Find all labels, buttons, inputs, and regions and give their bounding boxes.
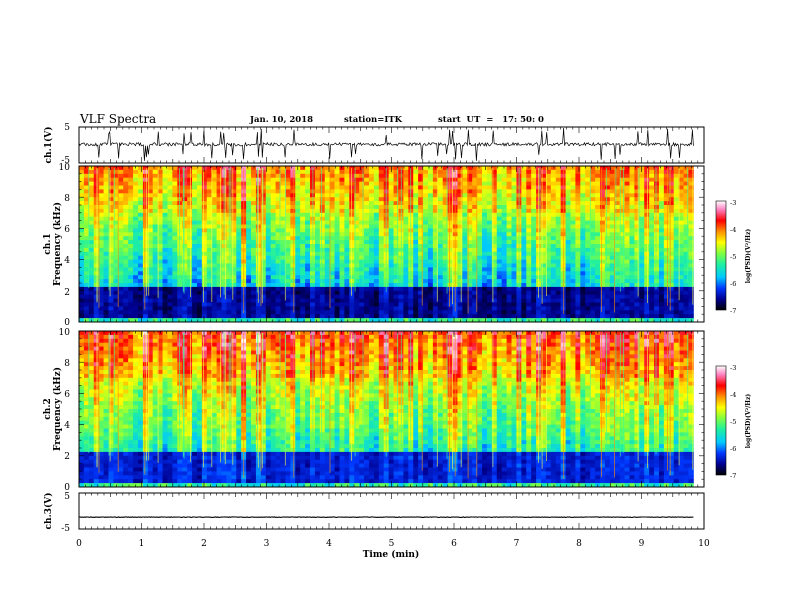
ch1-colorbar-label: log(PSD)(V²/Hz) bbox=[745, 229, 752, 284]
time-tick-10: 10 bbox=[698, 539, 710, 549]
ch2-ytick-2: 2 bbox=[64, 452, 70, 462]
ch3-waveform-ylabel: ch.3(V) bbox=[43, 493, 54, 530]
ch1-colorbar-tick-m5: -5 bbox=[730, 253, 736, 261]
ch2-ytick-6: 6 bbox=[64, 390, 70, 400]
ch2-spectrogram-ticks bbox=[78, 330, 705, 488]
ch1-waveform-ylabel: ch.1(V) bbox=[43, 127, 54, 164]
ch2-spectrogram-channel-label: ch.2 bbox=[43, 398, 53, 419]
ch1-waveform-trace bbox=[78, 127, 694, 161]
ch1-ytick-0: 0 bbox=[64, 318, 70, 328]
ch3-ytick-top: 5 bbox=[64, 492, 70, 502]
time-tick-5: 5 bbox=[389, 539, 395, 549]
ch2-colorbar-tick-m4: -4 bbox=[730, 391, 736, 399]
time-tick-2: 2 bbox=[201, 539, 207, 549]
ch2-colorbar-tick-m6: -6 bbox=[730, 445, 736, 453]
ch1-colorbar: -3 -4 -5 -6 -7 log(PSD)(V²/Hz) bbox=[715, 199, 752, 315]
ch2-colorbar-tick-m3: -3 bbox=[730, 364, 736, 372]
ch1-spectrogram-channel-label: ch.1 bbox=[43, 233, 53, 254]
ch1-colorbar-tick-m3: -3 bbox=[730, 199, 736, 207]
ch1-ytick-2: 2 bbox=[64, 288, 70, 298]
time-tick-7: 7 bbox=[514, 539, 520, 549]
header-start-time: start UT = 17: 50: 0 bbox=[438, 115, 544, 125]
ch1-ytick-10: 10 bbox=[59, 163, 71, 173]
ch2-spectrogram-panel: 10 8 6 4 2 0 ch.2 Frequency (kHz) bbox=[43, 328, 705, 493]
time-tick-9: 9 bbox=[639, 539, 645, 549]
ch1-colorbar-tick-m7: -7 bbox=[730, 307, 736, 315]
header-station: station=ITK bbox=[344, 115, 403, 125]
ch1-spectrogram-panel: 10 8 6 4 2 0 ch.1 Frequency (kHz) bbox=[43, 163, 705, 328]
ch1-spectrogram-ylabel: Frequency (kHz) bbox=[52, 202, 63, 286]
ch2-colorbar-tick-m5: -5 bbox=[730, 418, 736, 426]
ch1-ytick-8: 8 bbox=[64, 194, 70, 204]
time-tick-6: 6 bbox=[451, 539, 457, 549]
ch2-spectrogram-ylabel: Frequency (kHz) bbox=[52, 367, 63, 451]
ch1-spectrogram-ticks bbox=[78, 165, 705, 323]
ch2-colorbar: -3 -4 -5 -6 -7 log(PSD)(V²/Hz) bbox=[715, 364, 752, 480]
time-tick-4: 4 bbox=[326, 539, 332, 549]
ch2-ytick-8: 8 bbox=[64, 359, 70, 369]
ch2-spectrogram-image bbox=[79, 331, 694, 488]
ch1-spectrogram-image bbox=[79, 166, 694, 323]
ch1-ytick-6: 6 bbox=[64, 225, 70, 235]
ch1-waveform-panel: 5 -5 ch.1(V) bbox=[43, 123, 705, 166]
ch2-colorbar-tick-m7: -7 bbox=[730, 472, 736, 480]
time-tick-0: 0 bbox=[76, 539, 82, 549]
time-tick-8: 8 bbox=[576, 539, 582, 549]
ch3-ytick-bottom: -5 bbox=[61, 524, 70, 534]
ch2-ytick-4: 4 bbox=[64, 421, 70, 431]
ch3-waveform-ticks bbox=[78, 493, 705, 529]
ch2-colorbar-label: log(PSD)(V²/Hz) bbox=[745, 394, 752, 449]
ch1-ytick-bottom: -5 bbox=[61, 156, 70, 166]
ch2-ytick-10: 10 bbox=[59, 328, 71, 338]
ch1-ytick-4: 4 bbox=[64, 256, 70, 266]
ch2-colorbar-gradient bbox=[715, 365, 727, 476]
header-date: Jan. 10, 2018 bbox=[249, 115, 313, 125]
time-axis-label: Time (min) bbox=[363, 549, 420, 560]
ch3-waveform-panel: 5 -5 ch.3(V) bbox=[43, 492, 705, 534]
ch1-colorbar-gradient bbox=[715, 200, 727, 311]
ch2-ytick-0: 0 bbox=[64, 483, 70, 493]
time-tick-3: 3 bbox=[264, 539, 270, 549]
ch1-ytick-top: 5 bbox=[64, 123, 70, 133]
figure-title: VLF Spectra bbox=[79, 112, 156, 126]
time-tick-1: 1 bbox=[139, 539, 145, 549]
time-axis-tick-labels: 0 1 2 3 4 5 6 7 8 9 10 bbox=[76, 539, 710, 549]
ch1-colorbar-tick-m6: -6 bbox=[730, 280, 736, 288]
ch1-colorbar-tick-m4: -4 bbox=[730, 226, 736, 234]
ch1-waveform-ticks bbox=[78, 127, 705, 163]
ch3-waveform-trace bbox=[78, 516, 694, 519]
